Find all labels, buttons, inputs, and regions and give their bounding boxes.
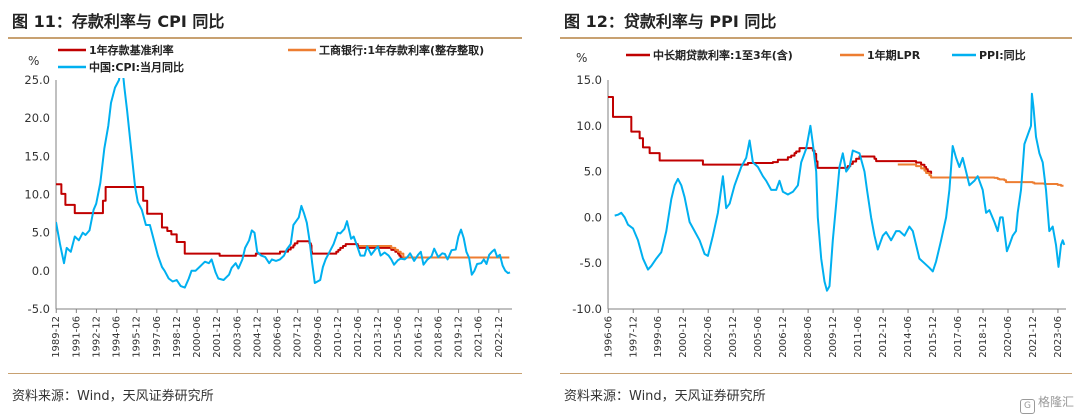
x-tick-label: 2016-12 bbox=[413, 316, 424, 358]
x-tick-label: 2011-06 bbox=[853, 316, 864, 358]
y-axis-unit: % bbox=[28, 54, 39, 68]
x-tick-label: 1998-12 bbox=[172, 316, 183, 358]
y-tick-label: 0.0 bbox=[32, 264, 50, 278]
figure-12-source: 资料来源：Wind，天风证券研究所 bbox=[564, 389, 766, 404]
series-line-2 bbox=[359, 245, 510, 259]
x-tick-label: 1997-12 bbox=[628, 316, 639, 358]
title-rule bbox=[8, 37, 522, 39]
y-tick-label: -5.0 bbox=[580, 256, 602, 270]
x-tick-label: 1999-06 bbox=[653, 316, 664, 358]
x-tick-label: 2013-12 bbox=[373, 316, 384, 358]
x-tick-label: 2003-06 bbox=[232, 316, 243, 358]
watermark-logo-icon: G bbox=[1019, 399, 1035, 414]
legend-label: 中国:CPI:当月同比 bbox=[89, 60, 184, 74]
x-tick-label: 1991-06 bbox=[71, 316, 82, 358]
figure-12-panel: 图 12：贷款利率与 PPI 同比 % 15.0 10.0 5.0 0.0 -5.0 -10… bbox=[552, 0, 1080, 418]
x-tick-label: 2012-12 bbox=[878, 316, 889, 358]
x-tick-label: 2017-06 bbox=[953, 316, 964, 358]
x-tick-label: 2021-06 bbox=[474, 316, 485, 358]
source-rule bbox=[560, 373, 1072, 374]
x-tick-label: 1995-12 bbox=[132, 316, 143, 358]
series-line-3 bbox=[614, 92, 1066, 292]
x-tick-label: 2015-06 bbox=[393, 316, 404, 358]
title-rule bbox=[560, 37, 1072, 39]
y-tick-label: 20.0 bbox=[24, 111, 50, 125]
legend-label: 1年存款基准利率 bbox=[89, 43, 174, 57]
x-tick-label: 2003-12 bbox=[728, 316, 739, 358]
y-axis-unit: % bbox=[576, 51, 587, 65]
x-tick-label: 2007-12 bbox=[293, 316, 304, 358]
x-tick-label: 2009-12 bbox=[828, 316, 839, 358]
legend-label: 中长期贷款利率:1至3年(含) bbox=[653, 48, 793, 62]
watermark: G 格隆汇 bbox=[1019, 393, 1074, 414]
series-line-1 bbox=[608, 96, 933, 174]
legend-label: 工商银行:1年存款利率(整存整取) bbox=[319, 43, 484, 57]
series-line-3 bbox=[56, 78, 511, 289]
y-tick-label: -5.0 bbox=[28, 302, 50, 316]
x-tick-label: 2000-06 bbox=[192, 316, 203, 358]
x-tick-label: 2004-12 bbox=[252, 316, 263, 358]
x-tick-label: 2022-12 bbox=[494, 316, 505, 358]
x-tick-label: 2019-12 bbox=[454, 316, 465, 358]
x-tick-label: 2021-12 bbox=[1028, 316, 1039, 358]
y-tick-label: 10.0 bbox=[24, 188, 50, 202]
x-tick-label: 2010-12 bbox=[333, 316, 344, 358]
x-tick-label: 2018-12 bbox=[978, 316, 989, 358]
figure-11-source: 资料来源：Wind，天风证券研究所 bbox=[12, 389, 214, 404]
watermark-text: 格隆汇 bbox=[1037, 395, 1074, 409]
x-tick-label: 2009-06 bbox=[313, 316, 324, 358]
x-tick-label: 2006-12 bbox=[778, 316, 789, 358]
x-tick-label: 1989-12 bbox=[51, 316, 62, 358]
x-tick-label: 2001-12 bbox=[212, 316, 223, 358]
y-tick-label: 5.0 bbox=[584, 165, 602, 179]
figure-12-title: 图 12：贷款利率与 PPI 同比 bbox=[564, 12, 777, 31]
x-tick-label: 2015-12 bbox=[928, 316, 939, 358]
x-tick-label: 2006-06 bbox=[273, 316, 284, 358]
x-tick-label: 2014-06 bbox=[903, 316, 914, 358]
y-tick-label: -10.0 bbox=[572, 302, 602, 316]
x-tick-label: 1992-12 bbox=[91, 316, 102, 358]
y-tick-label: 5.0 bbox=[32, 226, 50, 240]
x-tick-label: 2002-06 bbox=[703, 316, 714, 358]
y-tick-label: 15.0 bbox=[576, 73, 602, 87]
x-tick-label: 2000-12 bbox=[678, 316, 689, 358]
x-tick-label: 2012-06 bbox=[353, 316, 364, 358]
legend-label: 1年期LPR bbox=[867, 48, 921, 62]
x-tick-label: 1994-06 bbox=[112, 316, 123, 358]
x-tick-label: 2020-06 bbox=[1003, 316, 1014, 358]
y-tick-label: 0.0 bbox=[584, 210, 602, 224]
x-tick-label: 2005-06 bbox=[753, 316, 764, 358]
x-tick-label: 1996-06 bbox=[603, 316, 614, 358]
y-tick-label: 15.0 bbox=[24, 149, 50, 163]
figure-11-title: 图 11：存款利率与 CPI 同比 bbox=[12, 12, 225, 31]
x-tick-label: 1997-06 bbox=[152, 316, 163, 358]
source-rule bbox=[8, 373, 522, 374]
x-tick-label: 2008-06 bbox=[803, 316, 814, 358]
y-tick-label: 10.0 bbox=[576, 119, 602, 133]
y-tick-label: 25.0 bbox=[24, 73, 50, 87]
x-tick-label: 2023-06 bbox=[1053, 316, 1064, 358]
legend-label: PPI:同比 bbox=[979, 48, 1026, 62]
series-line-1 bbox=[56, 183, 405, 260]
x-tick-label: 2018-06 bbox=[433, 316, 444, 358]
figure-11-panel: 图 11：存款利率与 CPI 同比 % 25.0 20.0 15.0 10.0 5.0 0.… bbox=[0, 0, 530, 418]
